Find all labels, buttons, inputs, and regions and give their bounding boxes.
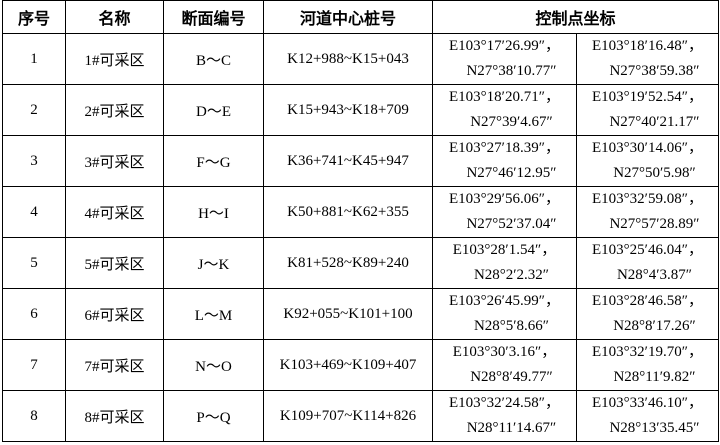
section-id: J～K: [163, 237, 264, 289]
table-row: 2 2#可采区 D～E K15+943~K18+709 E103°18′20.71″， N…: [2, 84, 719, 136]
longitude: E103°26′45.99″，: [449, 293, 560, 309]
table-row: 1 1#可采区 B～C K12+988~K15+043 E103°17′26.99″， N…: [2, 33, 719, 85]
row-no: 4: [2, 186, 66, 238]
control-point-2: E103°32′19.70″， N28°11′9.82″: [576, 339, 719, 391]
table-row: 8 8#可采区 P～Q K109+707~K114+826 E103°32′24.58″…: [2, 390, 719, 442]
section-id: N～O: [163, 339, 264, 391]
longitude: E103°32′59.08″，: [592, 191, 703, 207]
row-no: 7: [2, 339, 66, 391]
stake-range: K15+943~K18+709: [263, 84, 433, 136]
header-row: 序号 名称 断面编号 河道中心桩号 控制点坐标: [2, 0, 719, 34]
section-id: P～Q: [163, 390, 264, 442]
stake-range: K50+881~K62+355: [263, 186, 433, 238]
longitude: E103°32′19.70″，: [592, 344, 703, 360]
area-name: 5#可采区: [65, 237, 164, 289]
longitude: E103°29′56.06″，: [449, 191, 560, 207]
latitude: N28°13′35.45″: [609, 420, 700, 436]
control-point-1: E103°29′56.06″， N27°52′37.04″: [432, 186, 577, 238]
row-no: 5: [2, 237, 66, 289]
longitude: E103°19′52.54″，: [592, 89, 703, 105]
stake-range: K81+528~K89+240: [263, 237, 433, 289]
latitude: N27°40′21.17″: [609, 114, 700, 130]
header-name: 名称: [65, 0, 164, 34]
area-name: 8#可采区: [65, 390, 164, 442]
control-point-2: E103°25′46.04″， N28°4′3.87″: [576, 237, 719, 289]
area-name: 6#可采区: [65, 288, 164, 340]
control-point-2: E103°33′46.10″， N28°13′35.45″: [576, 390, 719, 442]
control-point-2: E103°18′16.48″， N27°38′59.38″: [576, 33, 719, 85]
longitude: E103°30′3.16″，: [452, 344, 557, 360]
control-point-1: E103°17′26.99″， N27°38′10.77″: [432, 33, 577, 85]
table-row: 7 7#可采区 N～O K103+469~K109+407 E103°30′3.16″，…: [2, 339, 719, 391]
latitude: N28°8′49.77″: [470, 369, 553, 385]
longitude: E103°18′16.48″，: [592, 38, 703, 54]
header-coords: 控制点坐标: [432, 0, 719, 34]
area-name: 4#可采区: [65, 186, 164, 238]
control-point-2: E103°32′59.08″， N27°57′28.89″: [576, 186, 719, 238]
area-name: 2#可采区: [65, 84, 164, 136]
latitude: N27°52′37.04″: [466, 216, 557, 232]
latitude: N28°2′2.32″: [473, 267, 550, 283]
row-no: 1: [2, 33, 66, 85]
control-point-1: E103°27′18.39″， N27°46′12.95″: [432, 135, 577, 187]
latitude: N27°50′5.98″: [613, 165, 696, 181]
stake-range: K109+707~K114+826: [263, 390, 433, 442]
row-no: 8: [2, 390, 66, 442]
section-id: F～G: [163, 135, 264, 187]
table-row: 5 5#可采区 J～K K81+528~K89+240 E103°28′1.54″， N2…: [2, 237, 719, 289]
control-point-1: E103°32′24.58″， N28°11′14.67″: [432, 390, 577, 442]
control-point-2: E103°19′52.54″， N27°40′21.17″: [576, 84, 719, 136]
latitude: N28°11′9.82″: [613, 369, 696, 385]
latitude: N28°11′14.67″: [466, 420, 557, 436]
row-no: 2: [2, 84, 66, 136]
area-name: 7#可采区: [65, 339, 164, 391]
control-point-1: E103°28′1.54″， N28°2′2.32″: [432, 237, 577, 289]
section-id: H～I: [163, 186, 264, 238]
latitude: N27°39′4.67″: [470, 114, 553, 130]
control-point-2: E103°30′14.06″， N27°50′5.98″: [576, 135, 719, 187]
stake-range: K36+741~K45+947: [263, 135, 433, 187]
longitude: E103°32′24.58″，: [449, 395, 560, 411]
row-no: 3: [2, 135, 66, 187]
stake-range: K92+055~K101+100: [263, 288, 433, 340]
section-id: L～M: [163, 288, 264, 340]
longitude: E103°28′1.54″，: [452, 242, 557, 258]
latitude: N27°38′10.77″: [466, 63, 557, 79]
latitude: N27°57′28.89″: [609, 216, 700, 232]
stake-range: K103+469~K109+407: [263, 339, 433, 391]
longitude: E103°17′26.99″，: [449, 38, 560, 54]
header-section: 断面编号: [163, 0, 264, 34]
longitude: E103°25′46.04″，: [592, 242, 703, 258]
control-point-1: E103°18′20.71″， N27°39′4.67″: [432, 84, 577, 136]
section-id: D～E: [163, 84, 264, 136]
longitude: E103°27′18.39″，: [449, 140, 560, 156]
table-row: 4 4#可采区 H～I K50+881~K62+355 E103°29′56.06″， N…: [2, 186, 719, 238]
stake-range: K12+988~K15+043: [263, 33, 433, 85]
control-point-1: E103°26′45.99″， N28°5′8.66″: [432, 288, 577, 340]
latitude: N27°46′12.95″: [466, 165, 557, 181]
area-name: 1#可采区: [65, 33, 164, 85]
longitude: E103°33′46.10″，: [592, 395, 703, 411]
header-no: 序号: [2, 0, 66, 34]
longitude: E103°28′46.58″，: [592, 293, 703, 309]
table-row: 3 3#可采区 F～G K36+741~K45+947 E103°27′18.39″， N…: [2, 135, 719, 187]
latitude: N28°8′17.26″: [613, 318, 696, 334]
longitude: E103°18′20.71″，: [449, 89, 560, 105]
row-no: 6: [2, 288, 66, 340]
longitude: E103°30′14.06″，: [592, 140, 703, 156]
control-point-1: E103°30′3.16″， N28°8′49.77″: [432, 339, 577, 391]
section-id: B～C: [163, 33, 264, 85]
table-row: 6 6#可采区 L～M K92+055~K101+100 E103°26′45.99″，…: [2, 288, 719, 340]
header-stake: 河道中心桩号: [263, 0, 433, 34]
latitude: N28°5′8.66″: [473, 318, 550, 334]
latitude: N28°4′3.87″: [616, 267, 693, 283]
area-name: 3#可采区: [65, 135, 164, 187]
latitude: N27°38′59.38″: [609, 63, 700, 79]
control-point-2: E103°28′46.58″， N28°8′17.26″: [576, 288, 719, 340]
